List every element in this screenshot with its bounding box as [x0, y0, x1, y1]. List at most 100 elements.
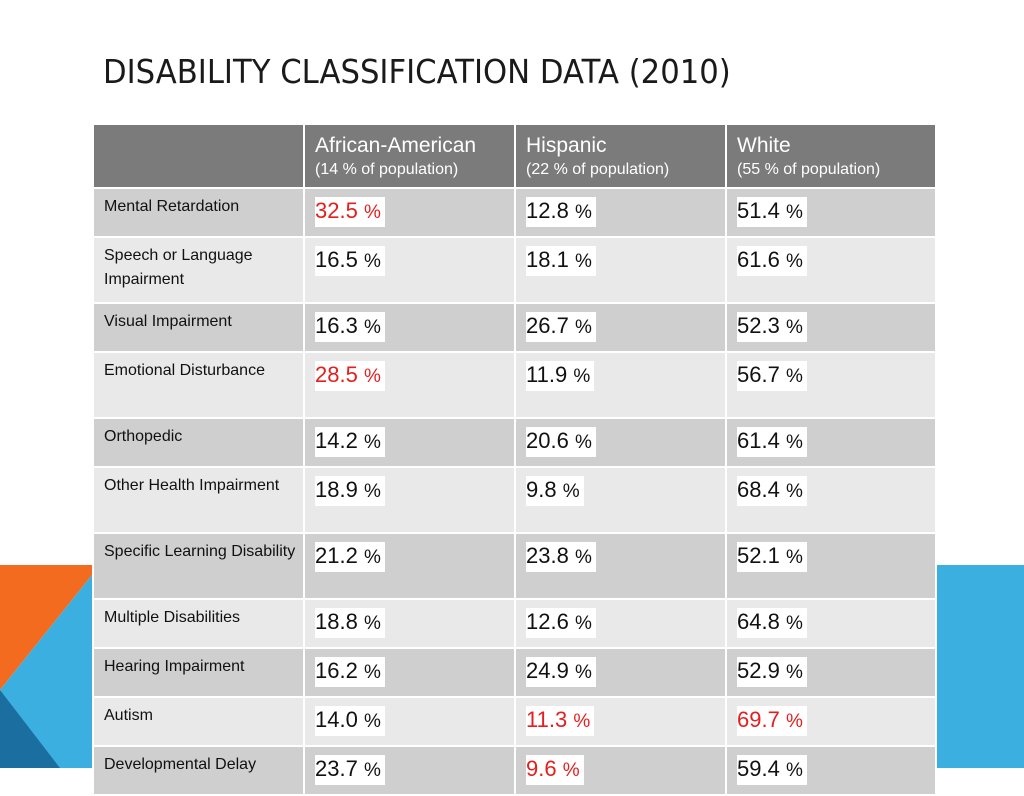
- value-number: 12.8: [526, 198, 569, 223]
- value-cell: 32.5 %: [303, 187, 516, 238]
- value-number: 9.8: [526, 477, 557, 502]
- value: 23.7 %: [315, 755, 385, 785]
- value: 56.7 %: [737, 361, 807, 391]
- value-number: 52.1: [737, 543, 780, 568]
- table-row: Orthopedic 14.2 % 20.6 % 61.4 %: [92, 417, 937, 468]
- value-cell: 61.6 %: [725, 236, 937, 304]
- slide-title: DISABILITY CLASSIFICATION DATA (2010): [103, 52, 731, 91]
- value-number: 18.9: [315, 477, 358, 502]
- navy-accent-shape: [0, 690, 60, 768]
- percent-unit: %: [574, 202, 592, 223]
- value-number: 56.7: [737, 362, 780, 387]
- value: 64.8 %: [737, 608, 807, 638]
- value-number: 28.5: [315, 362, 358, 387]
- value-number: 51.4: [737, 198, 780, 223]
- percent-unit: %: [562, 481, 580, 502]
- percent-unit: %: [574, 613, 592, 634]
- classification-table-container: African-American (14 % of population) Hi…: [92, 123, 937, 796]
- value-cell: 14.2 %: [303, 417, 516, 468]
- value-cell: 59.4 %: [725, 745, 937, 796]
- value-number: 21.2: [315, 543, 358, 568]
- percent-unit: %: [574, 547, 592, 568]
- value-cell: 20.6 %: [514, 417, 727, 468]
- value: 16.3 %: [315, 312, 385, 342]
- table-row: Emotional Disturbance 28.5 % 11.9 % 56.7 %: [92, 351, 937, 419]
- row-label: Hearing Impairment: [92, 647, 305, 698]
- highlighted-value: 9.6 %: [526, 755, 584, 785]
- percent-unit: %: [785, 432, 803, 453]
- value-cell: 16.5 %: [303, 236, 516, 304]
- value: 14.2 %: [315, 427, 385, 457]
- table-row: Multiple Disabilities 18.8 % 12.6 % 64.8 %: [92, 598, 937, 649]
- value-cell: 9.6 %: [514, 745, 727, 796]
- value-cell: 52.1 %: [725, 532, 937, 600]
- column-population: (22 % of population): [526, 161, 670, 178]
- value-cell: 23.7 %: [303, 745, 516, 796]
- value: 18.9 %: [315, 476, 385, 506]
- value: 59.4 %: [737, 755, 807, 785]
- percent-unit: %: [363, 547, 381, 568]
- percent-unit: %: [785, 317, 803, 338]
- value-number: 59.4: [737, 756, 780, 781]
- percent-unit: %: [785, 251, 803, 272]
- percent-unit: %: [363, 711, 381, 732]
- value-number: 61.6: [737, 247, 780, 272]
- column-population: (14 % of population): [315, 161, 459, 178]
- value: 18.1 %: [526, 246, 596, 276]
- value-cell: 12.6 %: [514, 598, 727, 649]
- column-name: African-American: [315, 134, 477, 157]
- percent-unit: %: [785, 481, 803, 502]
- value-cell: 28.5 %: [303, 351, 516, 419]
- percent-unit: %: [363, 760, 381, 781]
- value: 24.9 %: [526, 657, 596, 687]
- column-name: White: [737, 134, 791, 157]
- percent-unit: %: [562, 760, 580, 781]
- value-cell: 23.8 %: [514, 532, 727, 600]
- value-cell: 68.4 %: [725, 466, 937, 534]
- percent-unit: %: [363, 317, 381, 338]
- value: 61.6 %: [737, 246, 807, 276]
- row-label: Speech or Language Impairment: [92, 236, 305, 304]
- value-cell: 52.9 %: [725, 647, 937, 698]
- table-body: Mental Retardation 32.5 % 12.8 % 51.4 % Spee…: [92, 187, 937, 796]
- value-number: 14.0: [315, 707, 358, 732]
- percent-unit: %: [785, 366, 803, 387]
- value-number: 11.9: [526, 362, 568, 387]
- classification-table: African-American (14 % of population) Hi…: [92, 123, 937, 796]
- table-row: Hearing Impairment 16.2 % 24.9 % 52.9 %: [92, 647, 937, 698]
- value: 26.7 %: [526, 312, 596, 342]
- value-cell: 26.7 %: [514, 302, 727, 353]
- value-cell: 16.2 %: [303, 647, 516, 698]
- header-cell-hispanic: Hispanic (22 % of population): [514, 123, 727, 189]
- value-number: 26.7: [526, 313, 569, 338]
- value-cell: 61.4 %: [725, 417, 937, 468]
- value-cell: 9.8 %: [514, 466, 727, 534]
- value-cell: 52.3 %: [725, 302, 937, 353]
- value: 14.0 %: [315, 706, 385, 736]
- value: 51.4 %: [737, 197, 807, 227]
- row-label: Orthopedic: [92, 417, 305, 468]
- value-number: 61.4: [737, 428, 780, 453]
- value: 52.3 %: [737, 312, 807, 342]
- percent-unit: %: [363, 481, 381, 502]
- row-label: Mental Retardation: [92, 187, 305, 238]
- percent-unit: %: [574, 251, 592, 272]
- highlighted-value: 32.5 %: [315, 197, 385, 227]
- percent-unit: %: [785, 760, 803, 781]
- value: 23.8 %: [526, 542, 596, 572]
- header-corner-cell: [92, 123, 305, 189]
- row-label: Autism: [92, 696, 305, 747]
- percent-unit: %: [785, 711, 803, 732]
- value-number: 16.2: [315, 658, 358, 683]
- percent-unit: %: [363, 613, 381, 634]
- value: 68.4 %: [737, 476, 807, 506]
- percent-unit: %: [363, 662, 381, 683]
- highlighted-value: 69.7 %: [737, 706, 807, 736]
- value-cell: 16.3 %: [303, 302, 516, 353]
- value: 61.4 %: [737, 427, 807, 457]
- column-name: Hispanic: [526, 134, 607, 157]
- value-number: 14.2: [315, 428, 358, 453]
- value: 20.6 %: [526, 427, 596, 457]
- value-number: 18.8: [315, 609, 358, 634]
- table-row: Visual Impairment 16.3 % 26.7 % 52.3 %: [92, 302, 937, 353]
